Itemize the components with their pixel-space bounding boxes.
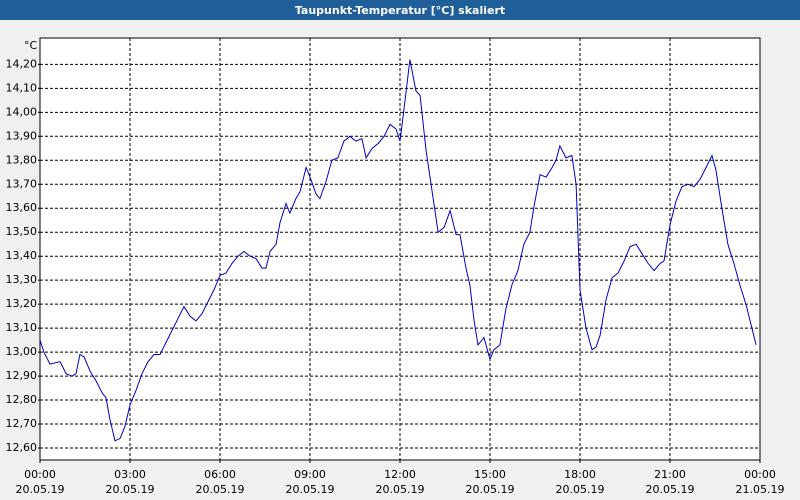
- x-tick-date: 20.05.19: [376, 483, 425, 496]
- y-tick-label: 13,30: [6, 273, 38, 286]
- y-tick-label: 13,40: [6, 249, 38, 262]
- y-tick-label: 14,00: [6, 105, 38, 118]
- data-line: [39, 59, 757, 442]
- x-tick-label: 12:00: [384, 468, 416, 481]
- y-tick-label: 14,20: [6, 57, 38, 70]
- y-tick-label: 14,10: [6, 81, 38, 94]
- y-tick-label: 13,90: [6, 129, 38, 142]
- x-tick-date: 20.05.19: [16, 483, 65, 496]
- y-tick-label: 12,80: [6, 393, 38, 406]
- x-tick-label: 06:00: [204, 468, 236, 481]
- y-tick-label: 13,70: [6, 177, 38, 190]
- y-tick-label: 13,00: [6, 345, 38, 358]
- x-tick-label: 00:00: [744, 468, 776, 481]
- x-tick-date: 20.05.19: [196, 483, 245, 496]
- x-tick-label: 15:00: [474, 468, 506, 481]
- x-tick-label: 00:00: [24, 468, 56, 481]
- y-tick-label: 13,20: [6, 297, 38, 310]
- x-tick-label: 09:00: [294, 468, 326, 481]
- y-tick-label: 13,60: [6, 201, 38, 214]
- y-unit: °C: [24, 39, 38, 52]
- x-tick-label: 21:00: [654, 468, 686, 481]
- x-tick-date: 20.05.19: [106, 483, 155, 496]
- x-tick-label: 03:00: [114, 468, 146, 481]
- y-tick-label: 12,90: [6, 369, 38, 382]
- chart-title: Taupunkt-Temperatur [°C] skaliert: [295, 4, 505, 17]
- y-tick-label: 13,50: [6, 225, 38, 238]
- x-tick-date: 20.05.19: [466, 483, 515, 496]
- x-tick-label: 18:00: [564, 468, 596, 481]
- x-tick-date: 20.05.19: [556, 483, 605, 496]
- title-bar: [0, 0, 800, 20]
- y-tick-label: 12,70: [6, 417, 38, 430]
- x-tick-date: 20.05.19: [286, 483, 335, 496]
- y-tick-label: 13,10: [6, 321, 38, 334]
- x-tick-date: 20.05.19: [646, 483, 695, 496]
- y-tick-label: 12,60: [6, 441, 38, 454]
- y-tick-label: 13,80: [6, 153, 38, 166]
- x-tick-date: 21.05.19: [736, 483, 785, 496]
